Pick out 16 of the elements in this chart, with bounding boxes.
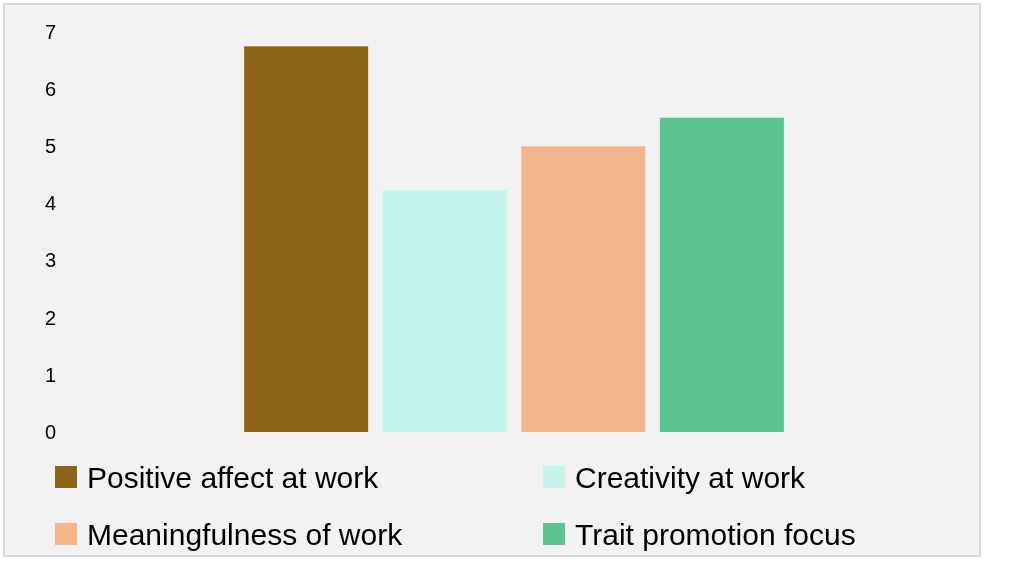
y-tick-label: 7 bbox=[44, 20, 56, 43]
y-tick-label: 5 bbox=[44, 135, 56, 158]
legend-label: Trait promotion focus bbox=[575, 518, 856, 551]
y-tick-label: 0 bbox=[44, 420, 56, 443]
y-tick-label: 2 bbox=[44, 306, 56, 329]
y-tick-label: 3 bbox=[44, 249, 56, 272]
bar bbox=[382, 190, 507, 432]
y-tick-label: 4 bbox=[44, 192, 56, 215]
legend-label: Positive affect at work bbox=[87, 461, 380, 494]
bar bbox=[521, 146, 646, 432]
legend-label: Meaningfulness of work bbox=[87, 518, 404, 551]
bar bbox=[244, 46, 369, 432]
y-tick-label: 1 bbox=[44, 363, 56, 386]
y-tick-label: 6 bbox=[44, 78, 56, 101]
bar bbox=[659, 117, 784, 432]
legend-label: Creativity at work bbox=[575, 461, 807, 494]
